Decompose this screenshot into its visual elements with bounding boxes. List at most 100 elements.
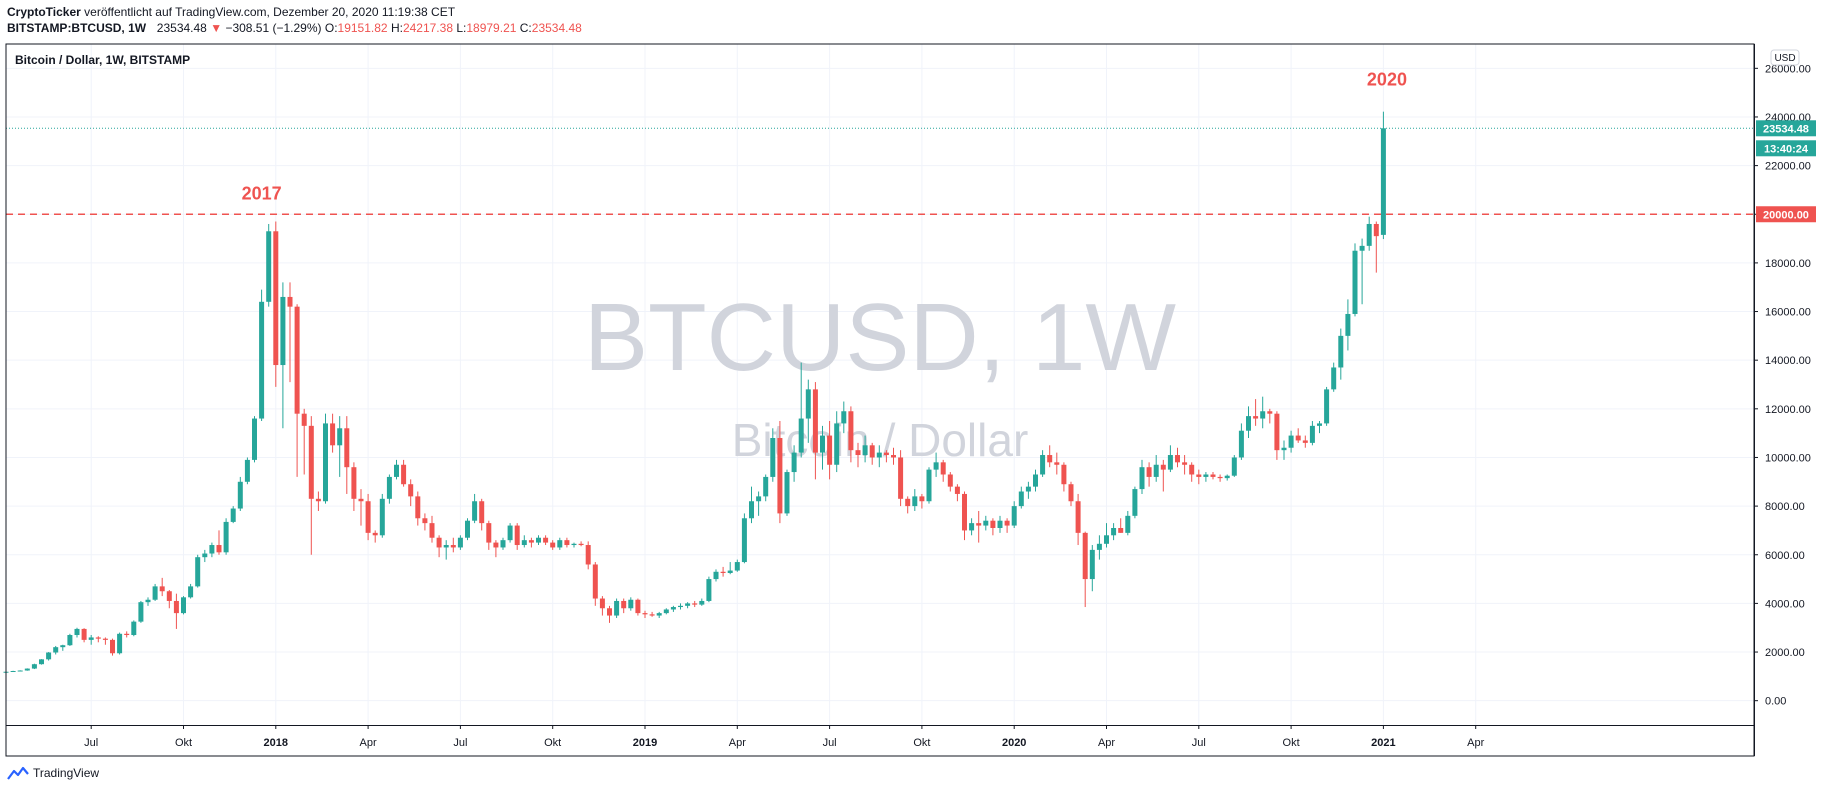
candle-body <box>1238 430 1244 458</box>
candle-body <box>1359 245 1365 251</box>
candle-body <box>472 501 478 521</box>
candle-body <box>1111 527 1117 536</box>
candle-body <box>280 296 286 366</box>
candle-body <box>940 462 946 475</box>
candle-body <box>88 637 94 640</box>
candle-body <box>1231 457 1237 476</box>
candle-body <box>401 464 407 485</box>
candle-body <box>67 635 73 646</box>
ohlc-legend: BITSTAMP:BTCUSD, 1W 23534.48 ▼ −308.51 (… <box>7 20 582 36</box>
candle-body <box>699 600 705 605</box>
tradingview-brand: TradingView <box>33 766 100 780</box>
level-price-badge[interactable]: 20000.00 <box>1756 206 1816 223</box>
candle-body <box>1189 464 1195 475</box>
candle-body <box>947 474 953 487</box>
y-tick-label: 16000.00 <box>1765 307 1811 319</box>
currency-badge[interactable]: USD <box>1770 49 1800 66</box>
candle-body <box>1295 435 1301 441</box>
candle-body <box>578 543 584 546</box>
x-tick-label: Apr <box>360 737 377 749</box>
candle-body <box>1288 435 1294 448</box>
candle-body <box>166 591 172 601</box>
candle-body <box>372 532 378 536</box>
candle-body <box>514 525 520 546</box>
tradingview-footer[interactable]: TradingView <box>7 766 99 780</box>
candle-body <box>649 614 655 616</box>
countdown-badge[interactable]: 13:40:24 <box>1756 140 1816 157</box>
last-price: 23534.48 <box>156 21 207 35</box>
candle-body <box>784 472 790 514</box>
candle-body <box>237 481 243 509</box>
candle-body <box>1309 425 1315 443</box>
change-down-icon: ▼ <box>210 21 223 35</box>
current-price-badge-text: 23534.48 <box>1763 123 1809 135</box>
candle-body <box>1068 484 1074 502</box>
y-tick-label: 0.00 <box>1765 696 1786 708</box>
open-value: 19151.82 <box>337 21 388 35</box>
candle-body <box>202 553 208 558</box>
candle-body <box>706 579 712 601</box>
plot-frame <box>5 43 1755 757</box>
candle-body <box>81 628 87 640</box>
candle-body <box>110 639 115 654</box>
candle-body <box>1004 520 1010 526</box>
candle-body <box>365 501 371 533</box>
candle-body <box>791 452 797 473</box>
candle-body <box>450 545 456 548</box>
candle-body <box>571 543 577 546</box>
candle-body <box>216 545 222 553</box>
tradingview-logo-icon <box>7 766 29 780</box>
candle-body <box>443 545 449 548</box>
candle-body <box>550 542 556 548</box>
x-tick-label: 2021 <box>1371 737 1395 749</box>
currency-badge-box <box>1770 49 1800 66</box>
candle-body <box>1082 532 1088 580</box>
candle-body <box>1210 474 1216 477</box>
candle-body <box>585 545 591 565</box>
candle-body <box>429 523 435 538</box>
candle-body <box>543 537 549 543</box>
current-price-badge[interactable]: 23534.48 <box>1756 120 1816 137</box>
candle-body <box>152 586 158 600</box>
candle-body <box>301 413 307 426</box>
candle-body <box>734 562 740 571</box>
y-tick-label: 10000.00 <box>1765 452 1811 464</box>
candle-body <box>344 428 350 468</box>
annotation-label[interactable]: 2020 <box>1367 69 1407 89</box>
candle-body <box>195 557 201 587</box>
candle-body <box>628 599 634 609</box>
candle-body <box>1345 313 1351 336</box>
candle-body <box>1075 501 1081 533</box>
candle-body <box>223 521 229 553</box>
candle-body <box>1118 527 1124 533</box>
candle-body <box>990 520 996 528</box>
x-tick-label: Jul <box>823 737 837 749</box>
open-label: O: <box>324 21 338 35</box>
candle-body <box>1196 474 1202 477</box>
candle-body <box>358 498 364 502</box>
candle-body <box>692 603 698 605</box>
time-axis: Jul Okt 2018 Apr Jul Okt 2019 Apr Jul Okt 2020 Apr J… <box>84 725 1485 749</box>
published-text: veröffentlicht auf TradingView.com, Deze… <box>84 5 456 19</box>
candle-body <box>763 476 769 497</box>
candle-body <box>188 586 194 598</box>
candle-body <box>1352 250 1358 314</box>
low-label: L: <box>456 21 467 35</box>
candle-body <box>642 613 648 615</box>
x-tick-label: 2019 <box>633 737 657 749</box>
publisher-name[interactable]: CryptoTicker <box>7 5 81 19</box>
candle-body <box>1011 506 1017 526</box>
annotation-label[interactable]: 2017 <box>242 184 282 204</box>
candle-body <box>74 628 80 636</box>
candle-body <box>926 469 932 502</box>
x-tick-label: Okt <box>1283 737 1300 749</box>
candle-body <box>536 537 541 543</box>
high-value: 24217.38 <box>402 21 453 35</box>
y-tick-label: 26000.00 <box>1765 63 1811 75</box>
x-tick-label: Okt <box>913 737 930 749</box>
candle-body <box>457 537 463 548</box>
candle-body <box>1125 515 1131 533</box>
candle-body <box>1203 474 1209 477</box>
candle-body <box>1317 423 1322 426</box>
